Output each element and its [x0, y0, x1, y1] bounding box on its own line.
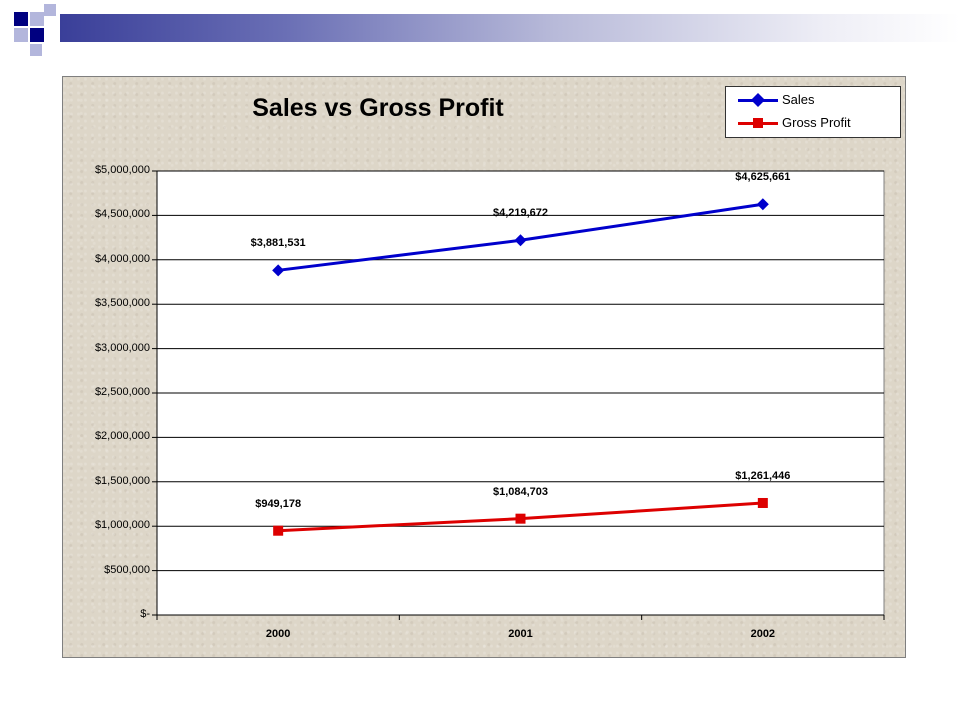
y-tick-label: $1,000,000 [94, 519, 150, 532]
y-tick-label: $1,500,000 [94, 474, 150, 487]
y-tick-label: $2,000,000 [94, 430, 150, 443]
data-label: $949,178 [255, 497, 302, 510]
legend-label-gross-profit: Gross Profit [782, 115, 851, 130]
data-point-gross-profit [515, 513, 526, 524]
y-tick-label: $- [140, 608, 150, 620]
y-tick-label: $3,000,000 [94, 341, 150, 354]
deco-square-1 [14, 12, 28, 26]
legend: Sales Gross Profit [725, 86, 901, 138]
data-label: $4,219,672 [492, 207, 549, 220]
legend-item-sales: Sales [726, 90, 900, 110]
header-gradient-bar [60, 14, 960, 42]
legend-label-sales: Sales [782, 92, 815, 107]
deco-square-4 [14, 28, 28, 42]
deco-square-3 [44, 4, 56, 16]
x-tick-label: 2001 [508, 628, 533, 640]
legend-item-gross-profit: Gross Profit [726, 113, 900, 133]
data-label: $4,625,661 [735, 171, 791, 184]
y-tick-label: $4,000,000 [94, 252, 150, 265]
y-tick-label: $4,500,000 [94, 208, 150, 221]
data-point-sales [272, 264, 285, 277]
y-tick-label: $5,000,000 [94, 164, 150, 176]
deco-square-5 [30, 28, 44, 42]
data-label: $3,881,531 [250, 237, 306, 250]
deco-square-2 [30, 12, 44, 26]
x-tick-label: 2000 [265, 628, 291, 640]
x-tick-label: 2002 [750, 628, 776, 640]
legend-marker-gross-profit [753, 118, 763, 128]
data-point-gross-profit [757, 497, 768, 508]
legend-marker-sales [751, 93, 765, 107]
data-label: $1,084,703 [492, 485, 549, 498]
y-tick-label: $500,000 [104, 563, 150, 576]
data-point-sales [514, 234, 527, 247]
chart-title: Sales vs Gross Profit [252, 94, 504, 122]
y-tick-label: $3,500,000 [94, 297, 150, 310]
data-label: $1,261,446 [735, 469, 791, 482]
data-point-gross-profit [273, 525, 284, 536]
y-tick-label: $2,500,000 [94, 386, 150, 398]
data-point-sales [756, 198, 769, 211]
deco-square-6 [30, 44, 42, 56]
